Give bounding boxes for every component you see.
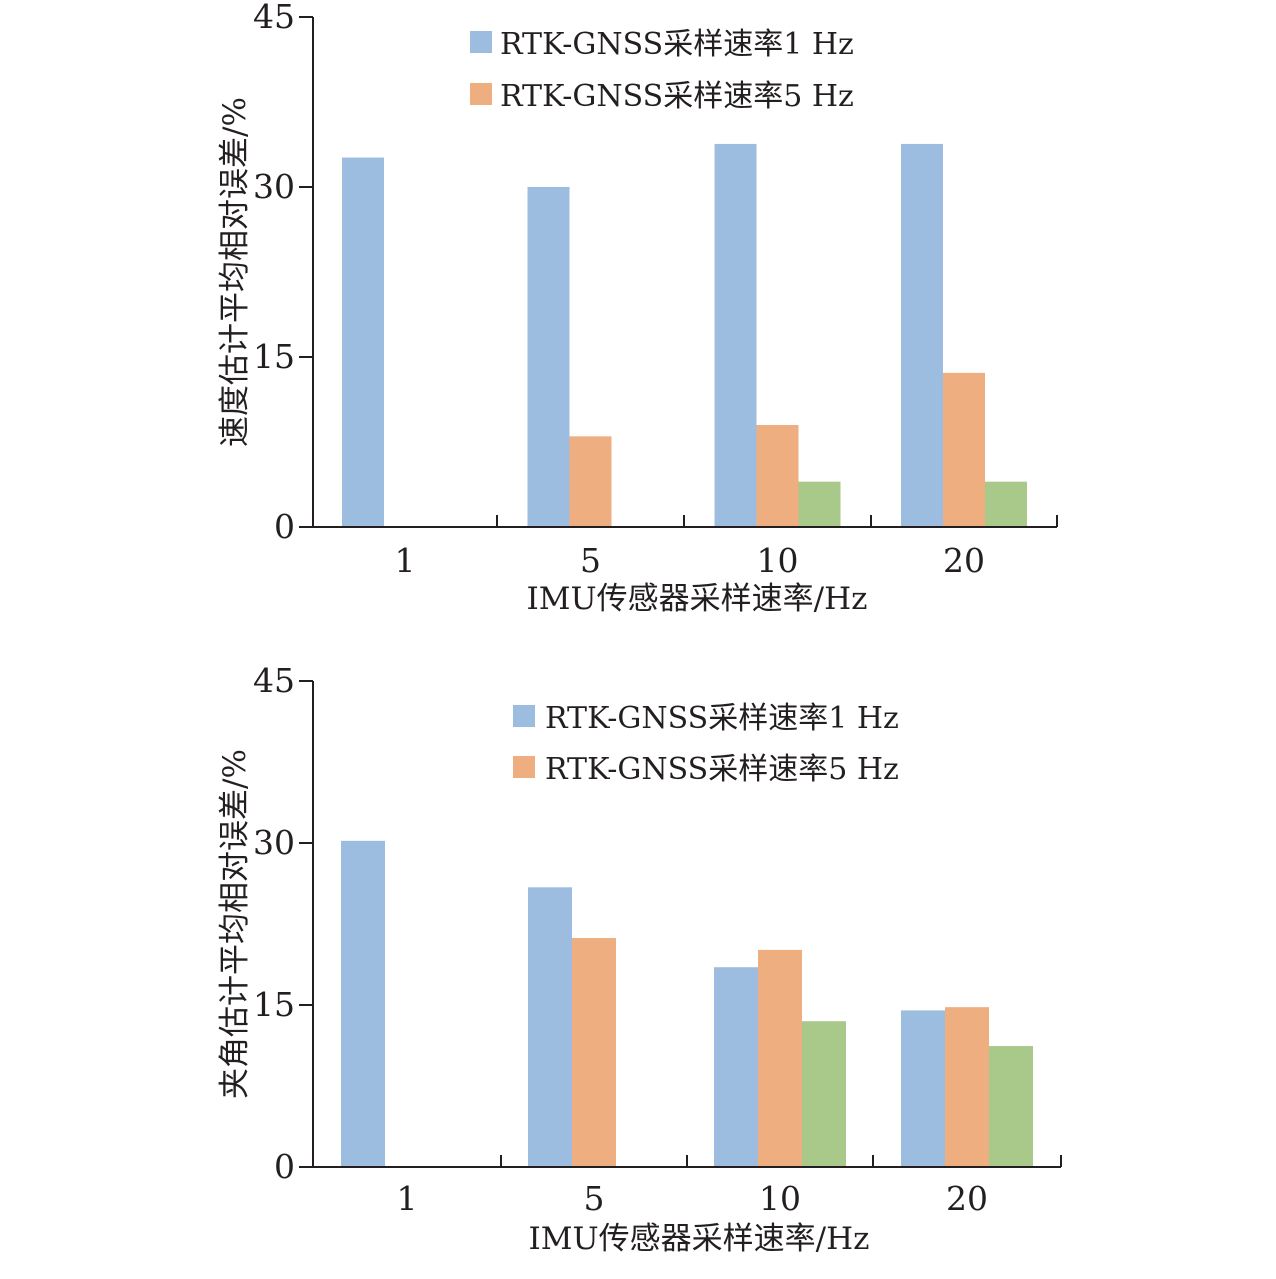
legend-swatch-series1: [470, 31, 492, 53]
y-tick-label: 30: [253, 167, 295, 206]
x-tick-label: 10: [757, 541, 799, 580]
bar-series3-cat-20: [989, 1046, 1033, 1167]
bar-series3-cat-20: [985, 481, 1027, 527]
bar-series1-cat-5: [528, 887, 572, 1167]
bar-series1-cat-10: [714, 967, 758, 1167]
legend-swatch-series1: [513, 705, 535, 727]
bar-series1-cat-1: [342, 157, 384, 528]
legend-label-series2: RTK-GNSS采样速率5 Hz: [545, 752, 899, 787]
bar-series1-cat-20: [901, 1010, 945, 1167]
bar-series3-cat-10: [798, 481, 841, 527]
x-tick-label: 10: [759, 1179, 801, 1218]
bar-series2-cat-5: [569, 436, 612, 527]
bar-series2-cat-20: [945, 1007, 989, 1167]
x-tick-label: 1: [397, 1179, 418, 1218]
y-tick-label: 0: [274, 1147, 295, 1186]
y-tick-label: 45: [253, 0, 295, 36]
bar-series1-cat-10: [714, 143, 757, 527]
x-tick-label: 20: [943, 541, 985, 580]
x-tick-label: 1: [395, 541, 416, 580]
bar-series2-cat-10: [756, 425, 799, 527]
x-tick-label: 5: [584, 1179, 605, 1218]
y-tick-label: 15: [253, 337, 295, 376]
y-tick-label: 30: [253, 823, 295, 862]
x-tick-label: 5: [580, 541, 601, 580]
legend-label-series1: RTK-GNSS采样速率1 Hz: [545, 701, 899, 736]
bar-series1-cat-20: [901, 143, 943, 527]
legend-label-series2: RTK-GNSS采样速率5 Hz: [500, 79, 854, 114]
bar-series2-cat-10: [758, 949, 802, 1167]
bar-series2-cat-5: [572, 938, 616, 1167]
x-axis-title: IMU传感器采样速率/Hz: [529, 1221, 870, 1257]
y-axis-title: 速度估计平均相对误差/%: [217, 97, 253, 447]
x-tick-label: 20: [946, 1179, 988, 1218]
bar-series3-cat-10: [802, 1021, 846, 1167]
y-axis-title: 夹角估计平均相对误差/%: [217, 749, 253, 1099]
legend-swatch-series2: [470, 83, 492, 105]
x-axis-title: IMU传感器采样速率/Hz: [527, 581, 868, 617]
bar-series1-cat-1: [341, 840, 385, 1167]
y-tick-label: 0: [274, 507, 295, 546]
y-tick-label: 15: [253, 985, 295, 1024]
legend-label-series1: RTK-GNSS采样速率1 Hz: [500, 27, 854, 62]
bar-series1-cat-5: [527, 187, 570, 527]
y-tick-label: 45: [253, 661, 295, 700]
bar-series2-cat-20: [943, 372, 985, 527]
legend-swatch-series2: [513, 756, 535, 778]
